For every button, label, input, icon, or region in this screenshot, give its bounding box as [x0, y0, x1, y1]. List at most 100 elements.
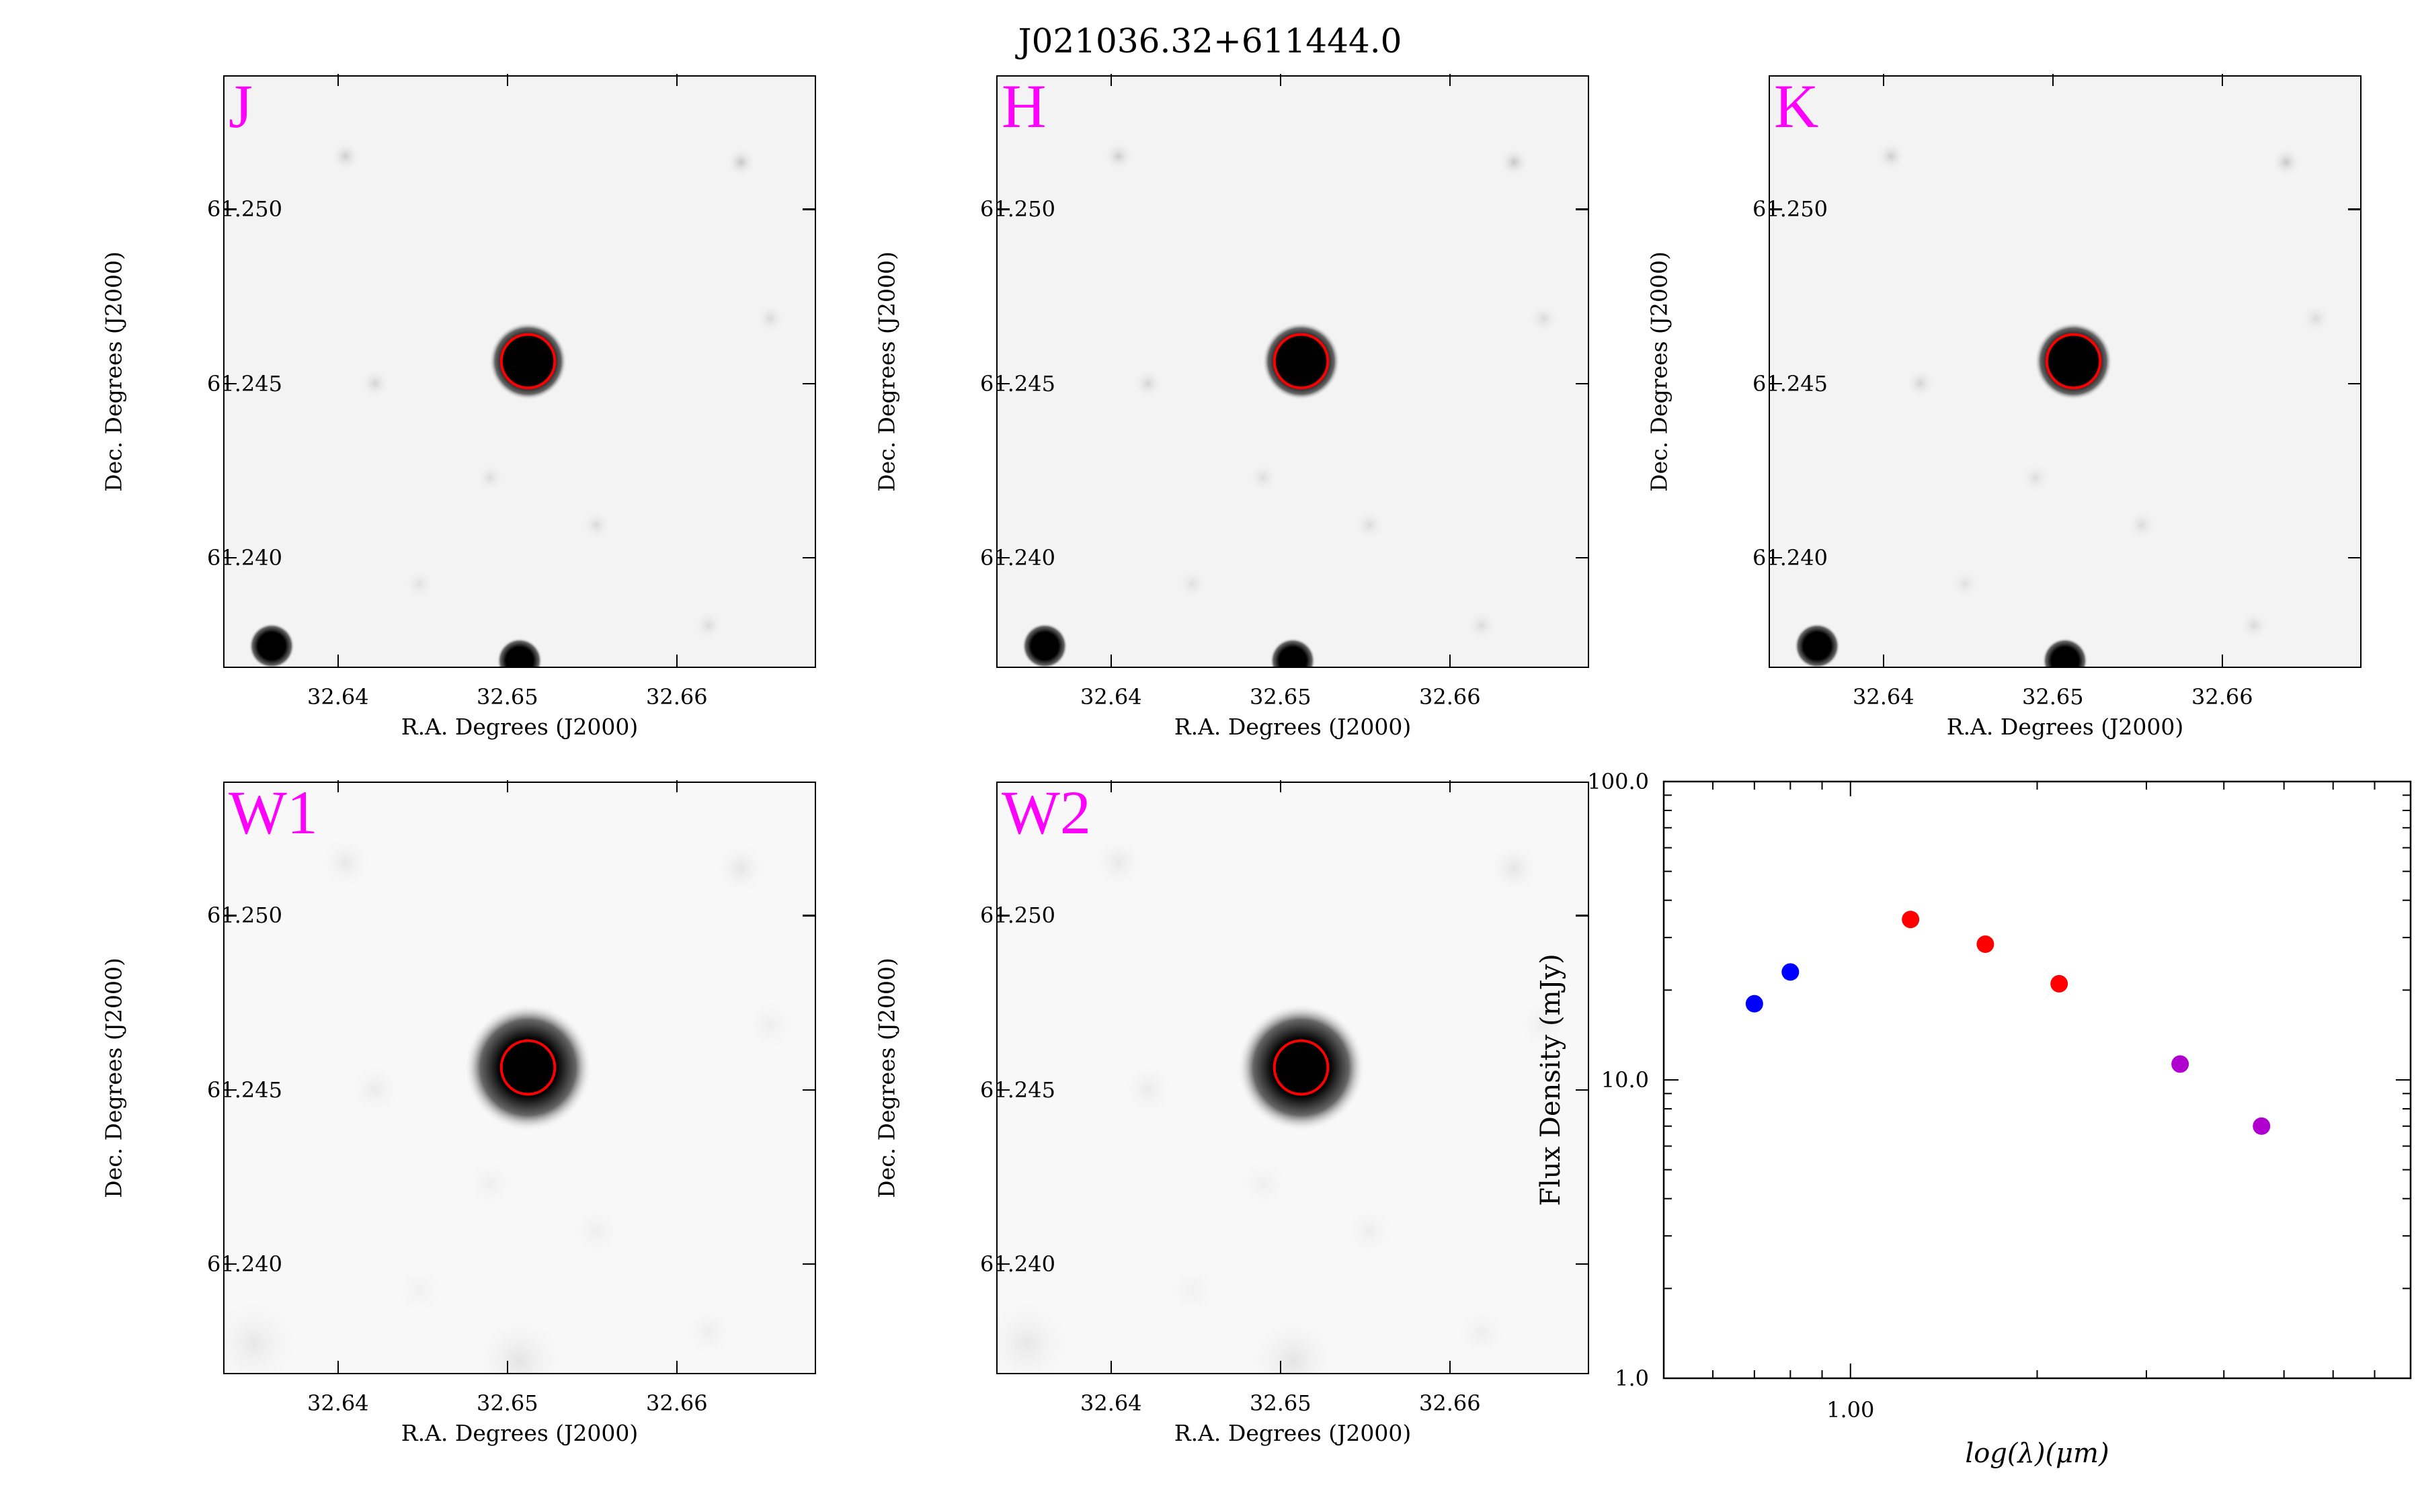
x-tick-top	[1279, 780, 1282, 792]
y-axis-label: Dec. Degrees (J2000)	[873, 958, 900, 1198]
y-tick-right	[803, 915, 815, 917]
y-tick-label: 100.0	[1587, 769, 1649, 794]
y-tick-right	[803, 208, 815, 210]
y-axis-label: Dec. Degrees (J2000)	[1646, 251, 1672, 492]
data-point	[1745, 995, 1763, 1013]
x-tick	[337, 655, 339, 667]
x-axis-label: log(λ)(μm)	[1965, 1438, 2109, 1469]
y-tick	[998, 382, 1010, 385]
x-tick-label: 32.64	[1853, 684, 1914, 710]
y-tick-right	[803, 1089, 815, 1091]
data-point	[1902, 911, 1920, 929]
x-tick-label: 32.65	[477, 1390, 538, 1416]
y-tick-right	[1576, 208, 1588, 210]
x-tick-label: 32.64	[1080, 684, 1142, 710]
y-tick-label: 10.0	[1601, 1067, 1649, 1093]
y-tick-right	[803, 556, 815, 559]
target-marker-circle	[1273, 333, 1330, 390]
x-tick	[506, 1361, 509, 1373]
x-tick-top	[676, 780, 678, 792]
x-tick	[506, 655, 509, 667]
x-tick-top	[1449, 780, 1451, 792]
target-marker-circle	[1273, 1039, 1330, 1096]
y-tick	[998, 915, 1010, 917]
x-tick-top	[1279, 74, 1282, 86]
y-tick	[225, 1263, 237, 1265]
x-tick-top	[2052, 74, 2054, 86]
y-tick	[998, 1089, 1010, 1091]
x-tick-top	[1110, 74, 1113, 86]
y-tick	[998, 556, 1010, 559]
y-axis-label: Dec. Degrees (J2000)	[100, 251, 127, 492]
target-marker-circle	[499, 333, 557, 390]
y-tick	[225, 556, 237, 559]
x-tick-top	[337, 780, 339, 792]
cutout-image	[225, 77, 815, 667]
y-tick-right	[2348, 208, 2360, 210]
band-label: J	[229, 72, 253, 140]
data-point	[1976, 935, 1994, 954]
y-tick-right	[2348, 382, 2360, 385]
x-tick-label: 32.66	[1419, 684, 1481, 710]
y-tick	[1770, 208, 1782, 210]
x-tick	[1449, 655, 1451, 667]
y-tick	[1770, 556, 1782, 559]
band-label: W1	[229, 778, 318, 847]
x-tick-top	[1882, 74, 1885, 86]
x-tick-label: 32.65	[2022, 684, 2084, 710]
x-tick-label: 32.64	[1080, 1390, 1142, 1416]
y-axis-label: Dec. Degrees (J2000)	[873, 251, 900, 492]
x-tick-label: 32.66	[646, 684, 708, 710]
x-tick	[1882, 655, 1885, 667]
x-tick-top	[337, 74, 339, 86]
y-tick-right	[1576, 915, 1588, 917]
x-tick	[676, 1361, 678, 1373]
cutout-image	[225, 783, 815, 1373]
x-tick	[2052, 655, 2054, 667]
y-tick-right	[1576, 1089, 1588, 1091]
sed-plot: 100.0 10.0 1.0 1.00 log(λ)(μm) Flux Density (…	[1535, 769, 2412, 1469]
data-point	[2171, 1055, 2189, 1073]
x-tick-label: 32.64	[307, 1390, 369, 1416]
x-tick-label: 32.66	[1419, 1390, 1481, 1416]
y-tick-right	[2348, 556, 2360, 559]
y-tick	[1770, 382, 1782, 385]
x-tick-label: 32.66	[2191, 684, 2253, 710]
x-tick-top	[1449, 74, 1451, 86]
target-marker-circle	[499, 1039, 557, 1096]
x-tick-top	[506, 74, 509, 86]
x-tick	[1110, 655, 1113, 667]
plot-frame	[1662, 780, 2412, 1380]
x-axis-label: R.A. Degrees (J2000)	[1174, 1420, 1412, 1446]
y-tick-right	[1576, 556, 1588, 559]
x-tick	[1449, 1361, 1451, 1373]
y-tick-label: 1.0	[1615, 1366, 1649, 1391]
x-tick-top	[676, 74, 678, 86]
x-axis-label: R.A. Degrees (J2000)	[401, 1420, 639, 1446]
x-tick	[676, 655, 678, 667]
y-axis-label: Flux Density (mJy)	[1535, 954, 1566, 1206]
y-tick	[998, 208, 1010, 210]
cutout-image	[998, 783, 1588, 1373]
x-tick-label: 32.65	[477, 684, 538, 710]
data-point	[2050, 974, 2068, 993]
x-tick-label: 1.00	[1826, 1397, 1874, 1423]
cutout-image	[1770, 77, 2360, 667]
x-axis-label: R.A. Degrees (J2000)	[1174, 714, 1412, 740]
x-axis-label: R.A. Degrees (J2000)	[401, 714, 639, 740]
target-source	[1237, 1003, 1365, 1132]
band-label: W2	[1002, 778, 1091, 847]
x-tick-label: 32.66	[646, 1390, 708, 1416]
x-tick-top	[2221, 74, 2224, 86]
x-tick-top	[506, 780, 509, 792]
x-tick	[337, 1361, 339, 1373]
band-label: H	[1002, 72, 1047, 140]
x-tick-label: 32.65	[1250, 684, 1312, 710]
data-point	[2253, 1117, 2271, 1135]
y-tick-right	[803, 1263, 815, 1265]
data-point	[1781, 963, 1800, 981]
